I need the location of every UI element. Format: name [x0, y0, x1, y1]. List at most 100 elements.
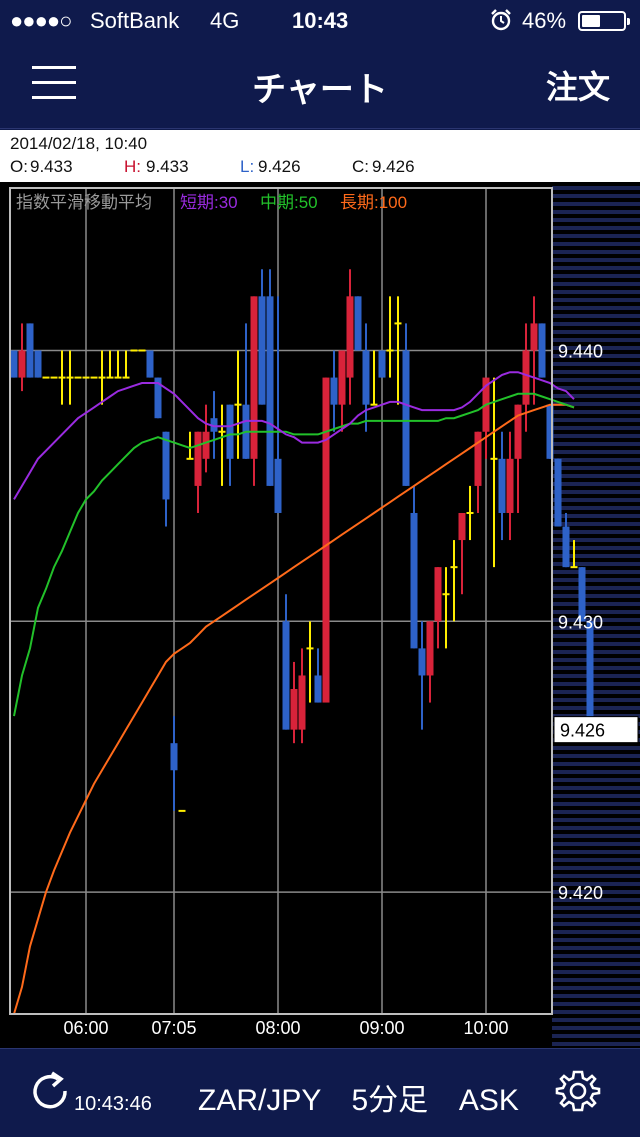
candle	[66, 350, 74, 405]
x-axis-labels: 06:00 07:05 08:00 09:00 10:00	[63, 1018, 508, 1038]
candle	[218, 404, 226, 486]
candle	[458, 512, 466, 595]
candle	[234, 350, 242, 459]
candle	[258, 269, 266, 405]
page-title: チャート	[252, 71, 388, 109]
y-tick-label: 9.440	[558, 341, 603, 361]
battery-icon	[578, 11, 630, 31]
candle	[226, 404, 234, 486]
low-value: 9.426	[258, 157, 301, 176]
candle	[562, 512, 570, 568]
candle	[290, 661, 298, 744]
ohlc-datetime: 2014/02/18, 10:40	[10, 134, 148, 153]
instrument-info[interactable]: ZAR/JPY 5分足 ASK	[198, 1075, 519, 1119]
ohlc-info: 2014/02/18, 10:40 O: 9.433 H: 9.433 L: 9…	[0, 130, 640, 182]
candle	[514, 404, 522, 513]
candle	[354, 296, 362, 351]
footer-bar: 10:43:46 ZAR/JPY 5分足 ASK	[0, 1048, 640, 1137]
current-price-label: 9.426	[560, 721, 605, 741]
order-button[interactable]: 注文	[545, 69, 610, 105]
candle	[266, 269, 274, 486]
candle	[530, 296, 538, 405]
currency-pair[interactable]: ZAR/JPY	[198, 1084, 321, 1117]
candle	[586, 621, 594, 730]
high-value: 9.433	[146, 157, 189, 176]
plot-frame	[9, 187, 553, 1015]
candle	[322, 377, 330, 703]
candle	[202, 404, 210, 473]
candles	[10, 269, 594, 812]
candle	[442, 567, 450, 649]
close-label: C:	[352, 157, 369, 176]
price-axis-background	[552, 130, 640, 1046]
candle	[490, 377, 498, 568]
candle	[450, 540, 458, 622]
candle	[114, 350, 122, 379]
candle	[210, 391, 218, 459]
candle	[26, 323, 34, 378]
ema-short-line	[13, 371, 575, 500]
legend-long: 長期:100	[340, 193, 407, 212]
candle	[386, 296, 394, 378]
x-tick-label: 06:00	[63, 1018, 108, 1038]
legend-mid: 中期:50	[260, 193, 318, 212]
current-price-tag: 9.426	[553, 716, 639, 744]
candle	[154, 377, 162, 419]
candle	[578, 567, 586, 622]
candle	[314, 648, 322, 703]
candle	[250, 296, 258, 486]
candlestick-chart[interactable]: 指数平滑移動平均 短期:30 中期:50 長期:100 9.4209.4309.…	[0, 130, 640, 1048]
low-label: L:	[240, 157, 255, 176]
candle	[186, 431, 194, 460]
candle	[298, 648, 306, 744]
candle	[434, 567, 442, 649]
network-type: 4G	[210, 8, 240, 33]
x-tick-label: 08:00	[255, 1018, 300, 1038]
candle	[274, 296, 282, 513]
price-side[interactable]: ASK	[458, 1084, 519, 1117]
candle	[338, 350, 346, 432]
candle	[98, 350, 106, 405]
ema-long-line	[13, 403, 575, 1015]
legend-short: 短期:30	[180, 193, 238, 212]
high-label: H:	[124, 157, 141, 176]
chart-area[interactable]: 指数平滑移動平均 短期:30 中期:50 長期:100 9.420 9.430 9.…	[0, 130, 640, 1048]
timeframe[interactable]: 5分足	[351, 1084, 429, 1117]
candle	[546, 404, 554, 459]
gear-icon	[555, 1070, 601, 1112]
candle	[466, 485, 474, 541]
settings-button[interactable]	[554, 1067, 602, 1115]
candle	[330, 350, 338, 432]
x-tick-label: 07:05	[151, 1018, 196, 1038]
candle	[122, 350, 130, 379]
candle	[10, 350, 18, 378]
candle	[58, 350, 66, 405]
indicator-legend: 指数平滑移動平均 短期:30 中期:50 長期:100	[16, 193, 407, 212]
candle	[378, 350, 386, 378]
candle	[538, 323, 546, 378]
candle	[162, 431, 170, 527]
refresh-button[interactable]	[28, 1069, 72, 1113]
open-value: 9.433	[30, 157, 73, 176]
menu-button[interactable]	[24, 62, 80, 106]
candle	[362, 323, 370, 432]
signal-strength-icon: ●●●●○	[10, 8, 72, 33]
candle	[474, 431, 482, 513]
x-tick-label: 09:00	[359, 1018, 404, 1038]
refresh-icon	[33, 1071, 67, 1109]
y-axis-labels: 9.420 9.430 9.440	[558, 341, 603, 903]
navigation-bar: チャート 注文	[0, 40, 640, 129]
candle	[18, 323, 26, 392]
candle	[34, 350, 42, 378]
candle	[170, 716, 178, 811]
y-tick-label: 9.430	[558, 612, 603, 632]
candle	[418, 621, 426, 730]
candle	[498, 431, 506, 541]
candle	[394, 296, 402, 405]
candle	[570, 540, 578, 569]
candle	[426, 621, 434, 703]
legend-indicator-name: 指数平滑移動平均	[16, 193, 152, 212]
battery-percentage: 46%	[522, 8, 567, 33]
candle	[106, 350, 114, 379]
ema-mid-line	[13, 392, 575, 717]
